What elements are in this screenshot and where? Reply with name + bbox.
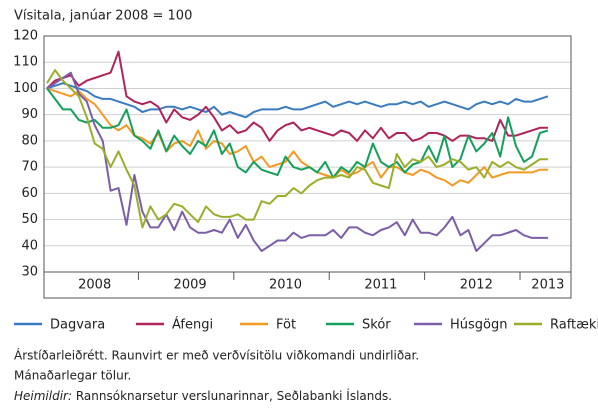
series-line <box>46 69 548 229</box>
y-tick-label: 40 <box>21 238 38 253</box>
x-tick-label: 2010 <box>269 278 302 293</box>
plot-frame <box>43 35 572 299</box>
y-tick-label: 50 <box>21 212 38 227</box>
series-line <box>46 87 549 179</box>
y-tick-label: 70 <box>21 160 38 175</box>
x-tick-label: 2013 <box>531 278 564 293</box>
y-tick-label: 30 <box>21 265 38 280</box>
series-line <box>46 87 548 187</box>
source-text: Rannsóknarsetur verslunarinnar, Seðlaban… <box>76 388 392 403</box>
y-tick-label: 90 <box>21 107 38 122</box>
y-tick-label: 80 <box>21 133 38 148</box>
source: Heimildir: Rannsóknarsetur verslunarinna… <box>14 388 392 403</box>
chart-title: Vísitala, janúar 2008 = 100 <box>14 9 192 24</box>
series-line <box>46 71 548 252</box>
y-tick-label: 120 <box>13 29 38 44</box>
x-tick-label: 2011 <box>364 278 397 293</box>
legend-label: Föt <box>276 318 296 333</box>
note: Mánaðarlegar tölur. <box>14 369 131 383</box>
series-line <box>46 82 549 119</box>
source-label: Heimildir: <box>14 389 72 403</box>
legend-label: Áfengi <box>172 317 213 333</box>
legend-label: Skór <box>362 318 391 333</box>
note: Árstíðarleiðrétt. Raunvirt er með verðví… <box>14 348 419 363</box>
legend-label: Raftæki <box>550 318 598 333</box>
legend-label: Húsgögn <box>450 318 507 333</box>
x-tick-label: 2012 <box>460 278 493 293</box>
series-line <box>46 50 548 142</box>
legend-label: Dagvara <box>50 318 105 333</box>
x-tick-label: 2008 <box>78 278 111 293</box>
y-tick-label: 110 <box>13 55 38 70</box>
y-tick-label: 100 <box>13 81 38 96</box>
x-tick-label: 2009 <box>174 278 207 293</box>
y-tick-label: 60 <box>21 186 38 201</box>
